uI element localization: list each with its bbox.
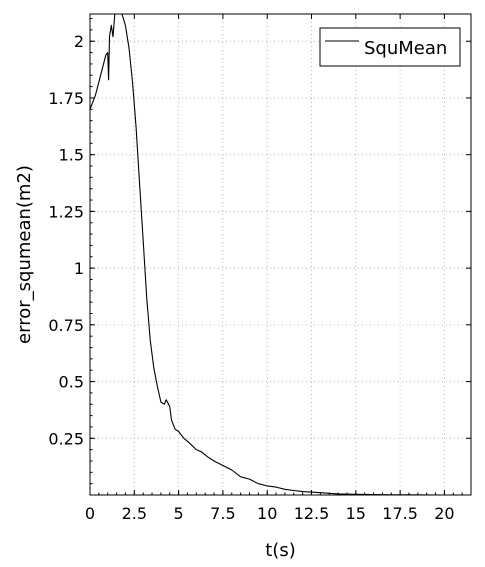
x-tick-label: 5 <box>174 504 184 523</box>
x-tick-label: 17.5 <box>382 504 418 523</box>
y-tick-label: 1.25 <box>48 202 84 221</box>
y-tick-label: 0.25 <box>48 429 84 448</box>
y-tick-label: 0.75 <box>48 316 84 335</box>
y-tick-label: 2 <box>74 32 84 51</box>
x-tick-label: 0 <box>85 504 95 523</box>
x-tick-label: 2.5 <box>122 504 147 523</box>
y-axis: 0.25 0.5 0.75 1 1.25 1.5 1.75 2 <box>48 18 471 485</box>
legend-box <box>319 27 461 67</box>
x-tick-label: 12.5 <box>294 504 330 523</box>
y-tick-label: 0.5 <box>59 373 84 392</box>
plot-area <box>90 14 471 495</box>
x-tick-label: 7.5 <box>210 504 235 523</box>
plot-frame <box>89 13 472 496</box>
x-tick-label: 15 <box>346 504 366 523</box>
x-tick-label: 20 <box>434 504 454 523</box>
y-tick-label: 1 <box>74 259 84 278</box>
legend-label-squmean: SquMean <box>364 38 447 59</box>
y-axis-title: error_squmean(m2) <box>14 165 35 344</box>
grid-lines <box>90 14 471 495</box>
x-tick-label: 10 <box>257 504 277 523</box>
y-tick-label: 1.75 <box>48 89 84 108</box>
x-axis-title: t(s) <box>265 540 295 561</box>
legend: SquMean <box>319 27 461 67</box>
series-line-squmean <box>89 13 445 496</box>
x-axis: 0 2.5 5 7.5 10 12.5 15 17.5 20 <box>85 14 472 523</box>
y-tick-label: 1.5 <box>59 146 84 165</box>
series-layer <box>89 13 445 496</box>
